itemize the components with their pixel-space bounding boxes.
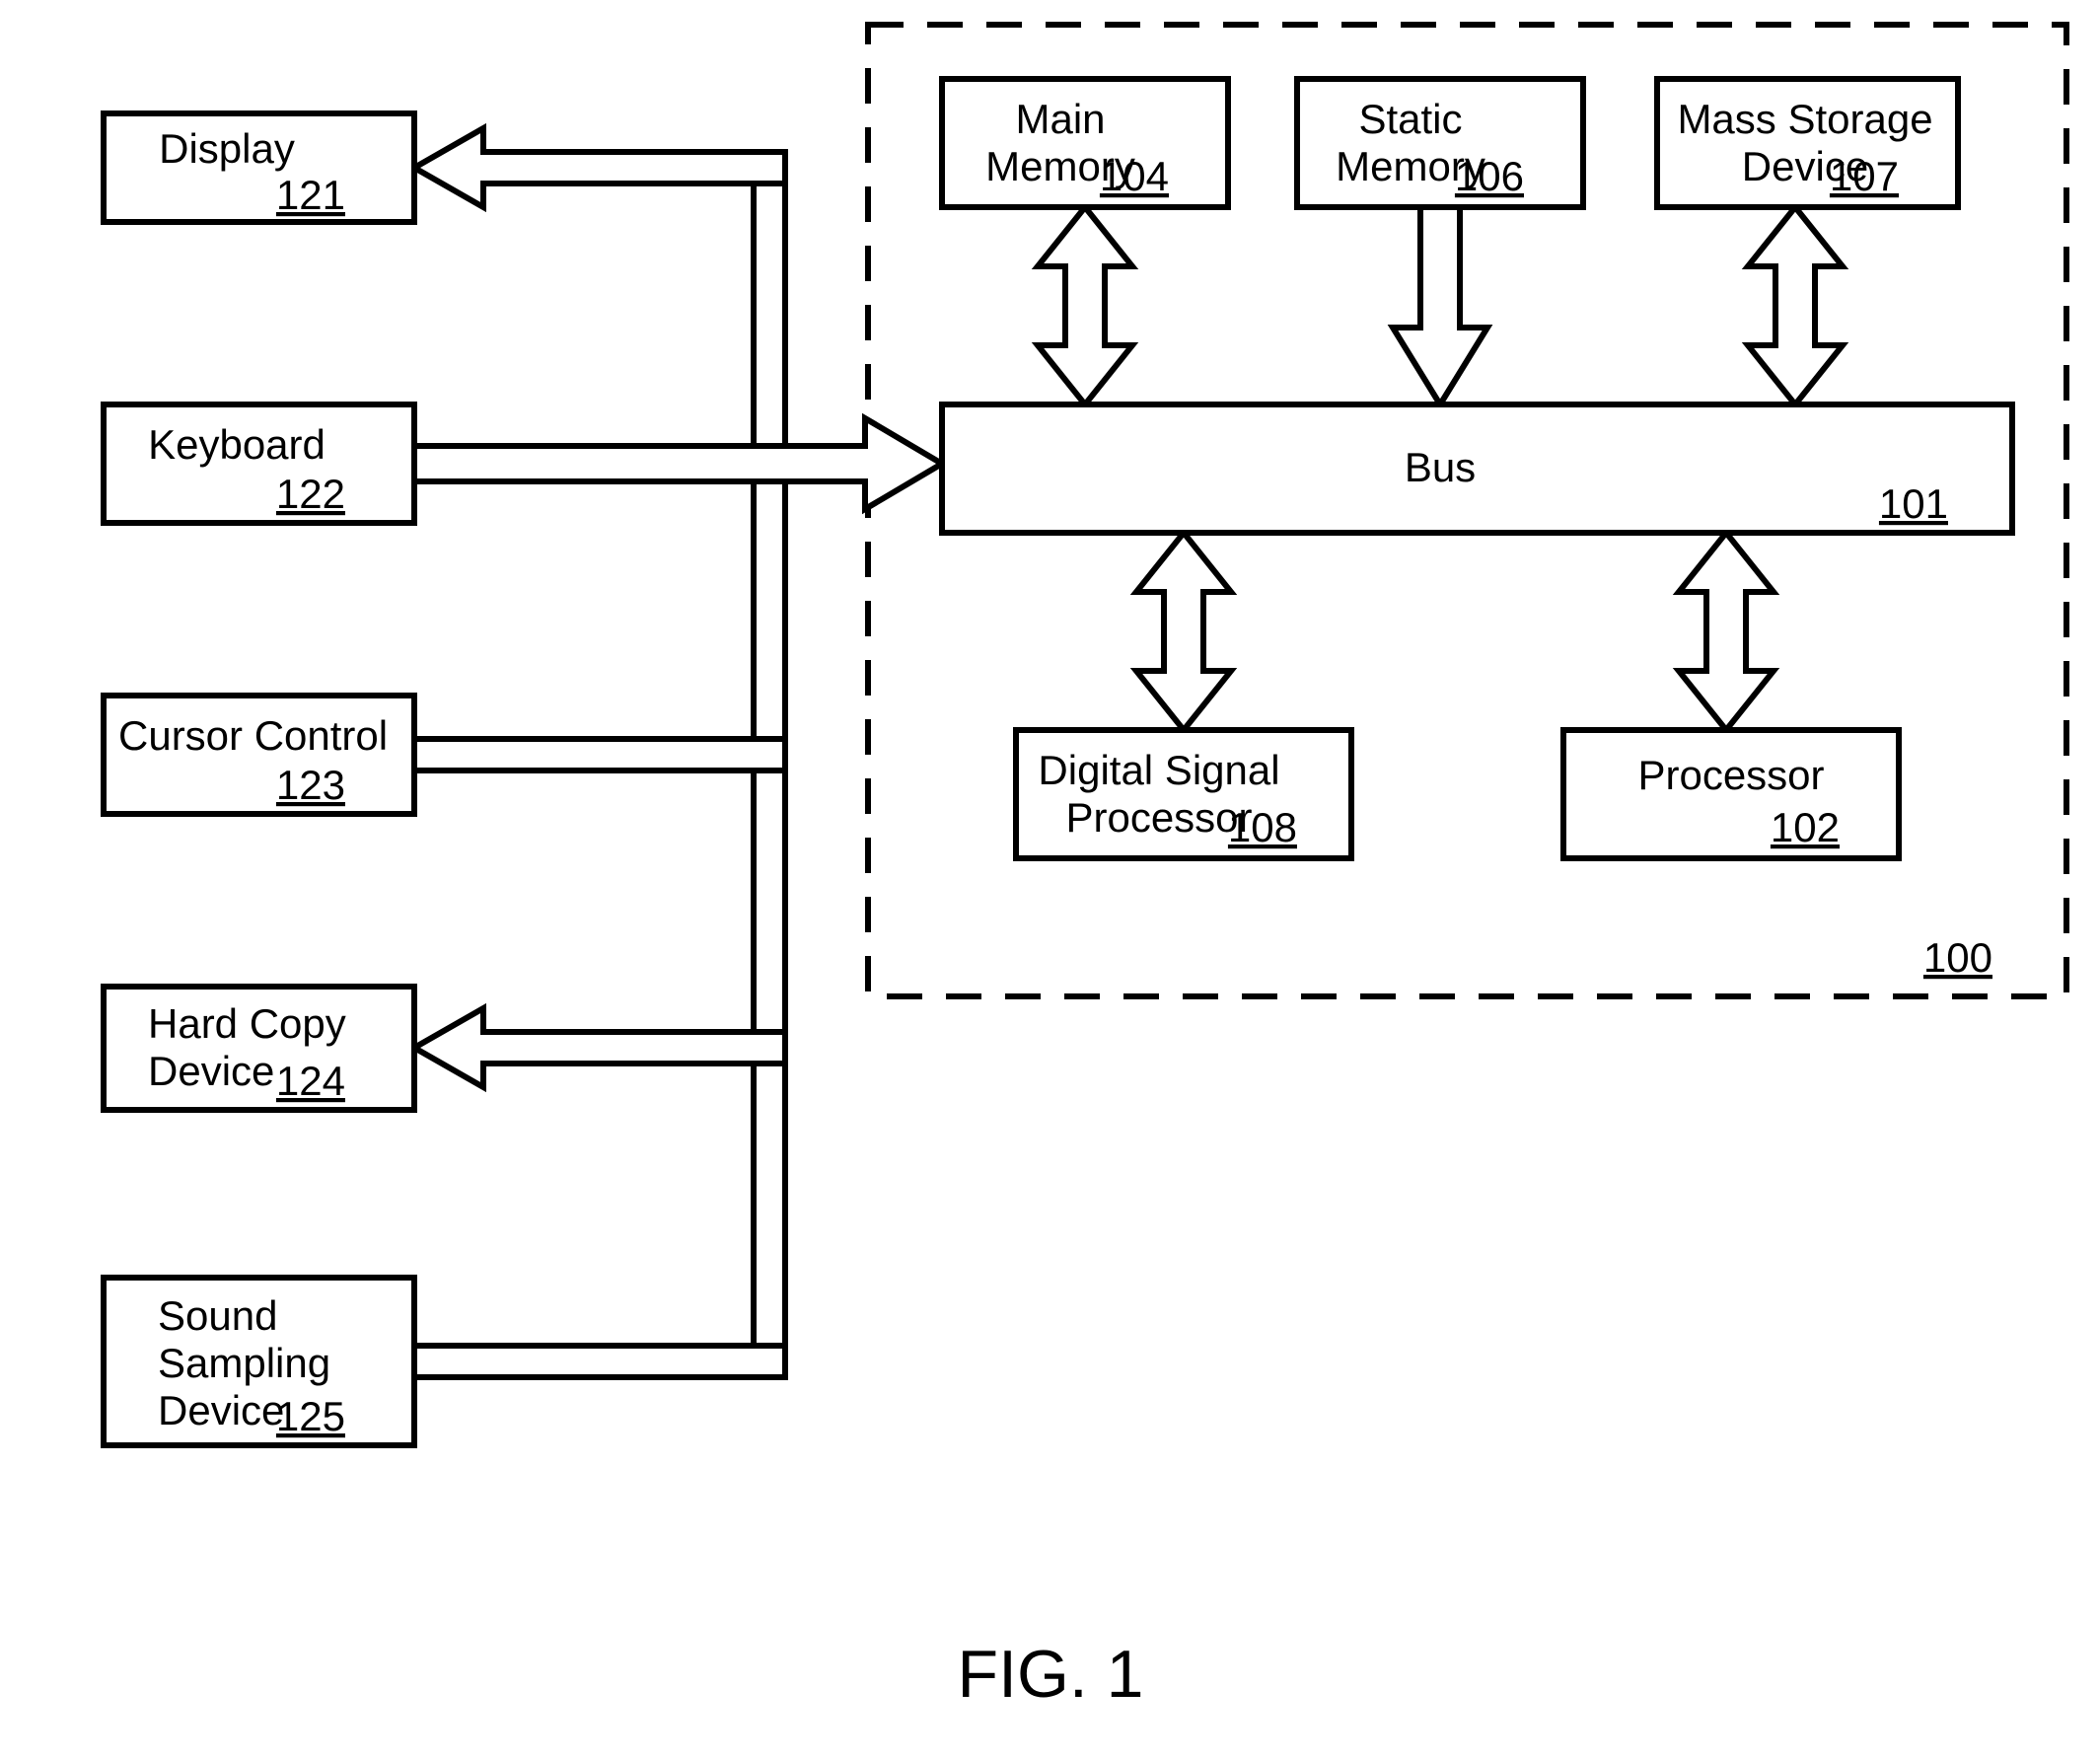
node-display-ref: 121 [276, 172, 345, 218]
node-hard-copy-label-0: Hard Copy [148, 1000, 346, 1047]
node-mass-storage-label-0: Mass Storage [1677, 96, 1932, 142]
node-sound-sampling-label-2: Device [158, 1387, 284, 1433]
node-static-memory-label-0: Static [1358, 96, 1462, 142]
node-mass-storage: Mass StorageDevice107 [1657, 79, 1958, 207]
node-sound-sampling-label-0: Sound [158, 1292, 277, 1339]
massstor-bus [1748, 207, 1843, 404]
node-static-memory-ref: 106 [1455, 153, 1524, 199]
node-cursor-control-ref: 123 [276, 762, 345, 808]
cursor-to-trunk [414, 739, 785, 770]
node-dsp-ref: 108 [1228, 804, 1297, 850]
node-bus-box [942, 404, 2012, 533]
node-dsp-label-1: Processor [1065, 794, 1252, 841]
node-hard-copy-label-1: Device [148, 1048, 274, 1094]
node-static-memory: StaticMemory106 [1297, 79, 1583, 207]
node-hard-copy: Hard CopyDevice124 [104, 987, 414, 1110]
node-main-memory-ref: 104 [1100, 153, 1169, 199]
node-dsp-label-0: Digital Signal [1038, 747, 1279, 793]
node-main-memory-label-0: Main [1015, 96, 1105, 142]
node-hard-copy-ref: 124 [276, 1058, 345, 1104]
system-container-ref: 100 [1923, 934, 1992, 981]
node-display-label-0: Display [159, 125, 295, 172]
node-keyboard: Keyboard122 [104, 404, 414, 523]
node-dsp: Digital SignalProcessor108 [1016, 730, 1351, 858]
nodes-layer: Display121 Keyboard122 Cursor Control123 Ha… [104, 79, 2012, 1445]
keyboard-to-bus [414, 418, 942, 509]
node-cursor-control: Cursor Control123 [104, 696, 414, 814]
node-processor-label-0: Processor [1637, 752, 1824, 798]
node-bus-label-0: Bus [1405, 444, 1476, 490]
staticmem-bus [1393, 207, 1487, 404]
node-cursor-control-label-0: Cursor Control [118, 712, 388, 759]
node-processor: Processor 102 [1563, 730, 1899, 858]
node-keyboard-label-0: Keyboard [148, 421, 326, 468]
node-main-memory: MainMemory104 [942, 79, 1228, 207]
bus-to-display [414, 128, 785, 207]
node-keyboard-ref: 122 [276, 471, 345, 517]
node-display: Display121 [104, 113, 414, 222]
node-mass-storage-ref: 107 [1830, 153, 1899, 199]
diagram-canvas: 100Display121Keyboard122Cursor Control12… [0, 0, 2100, 1761]
node-sound-sampling-label-1: Sampling [158, 1340, 330, 1386]
node-sound-sampling-ref: 125 [276, 1393, 345, 1439]
dsp-bus [1136, 533, 1231, 730]
node-bus-ref: 101 [1879, 480, 1948, 527]
proc-bus [1679, 533, 1774, 730]
node-bus: Bus 101 [942, 404, 2012, 533]
node-sound-sampling: SoundSamplingDevice125 [104, 1278, 414, 1445]
figure-label: FIG. 1 [958, 1637, 1144, 1712]
trunk-to-hardcopy [414, 1008, 785, 1087]
mainmem-bus [1038, 207, 1132, 404]
sound-to-trunk [414, 1346, 785, 1377]
node-processor-ref: 102 [1771, 804, 1840, 850]
